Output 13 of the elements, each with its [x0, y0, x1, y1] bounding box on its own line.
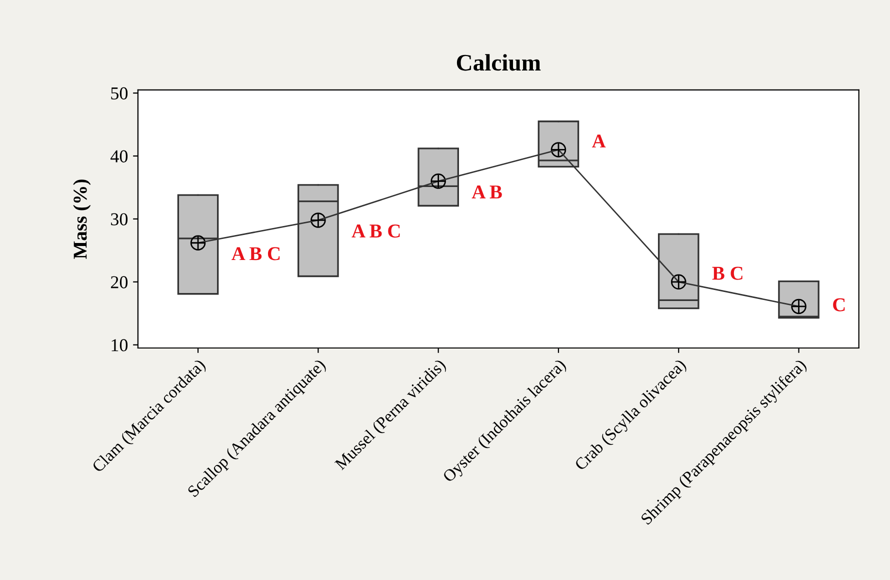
y-tick-label: 50	[111, 87, 128, 100]
y-tick-label: 40	[110, 150, 128, 162]
annotation: A B C	[232, 247, 280, 260]
chart-title: Calcium	[456, 54, 541, 71]
annotation: B C	[712, 266, 742, 280]
y-tick-label: 20	[110, 276, 128, 288]
annotation: A B C	[352, 224, 400, 238]
y-tick-label: 30	[111, 213, 128, 226]
y-tick-label: 10	[112, 339, 128, 352]
annotation: A B	[472, 186, 502, 198]
annotation: A	[592, 134, 606, 148]
annotation: C	[833, 298, 845, 312]
y-axis-title: Mass (%)	[73, 180, 91, 259]
